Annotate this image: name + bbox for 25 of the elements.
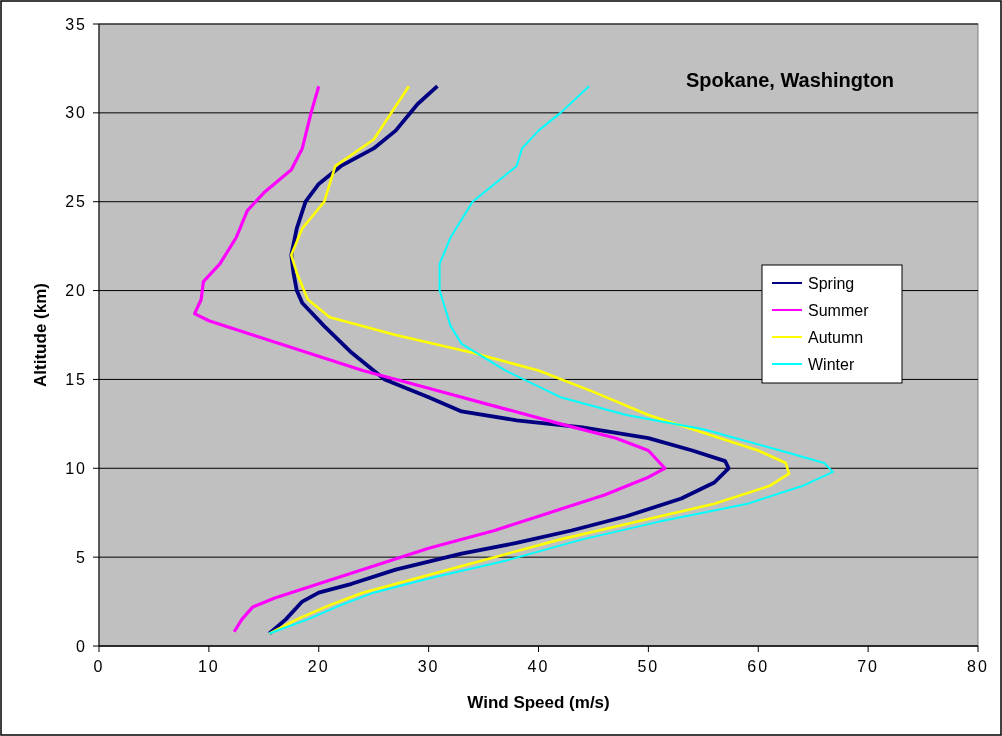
x-tick-label: 0 [93,658,105,675]
x-tick-label: 70 [857,658,880,675]
x-axis-title: Wind Speed (m/s) [467,693,610,712]
legend-label: Winter [808,355,855,373]
x-tick-label: 40 [527,658,550,675]
y-tick-label: 25 [65,193,87,211]
x-tick-label: 20 [307,658,330,675]
y-axis-title: Altitude (km) [31,283,50,387]
y-tick-label: 10 [65,459,87,477]
x-tick-label: 50 [637,658,660,675]
x-tick-label: 80 [967,658,989,675]
legend-label: Autumn [808,328,864,346]
x-tick-label: 10 [197,658,220,675]
legend-label: Spring [808,274,855,292]
y-tick-label: 0 [76,637,87,655]
text: Spokane, Washington [685,69,895,91]
y-tick-label: 30 [65,104,87,122]
x-tick-label: 30 [417,658,440,675]
y-tick-label: 35 [65,15,87,33]
y-tick-label: 20 [65,282,87,300]
y-tick-label: 15 [65,371,87,389]
legend-label: Summer [808,301,870,319]
x-tick-label: 60 [747,658,770,675]
y-tick-label: 5 [76,548,87,566]
line-series [192,84,667,634]
